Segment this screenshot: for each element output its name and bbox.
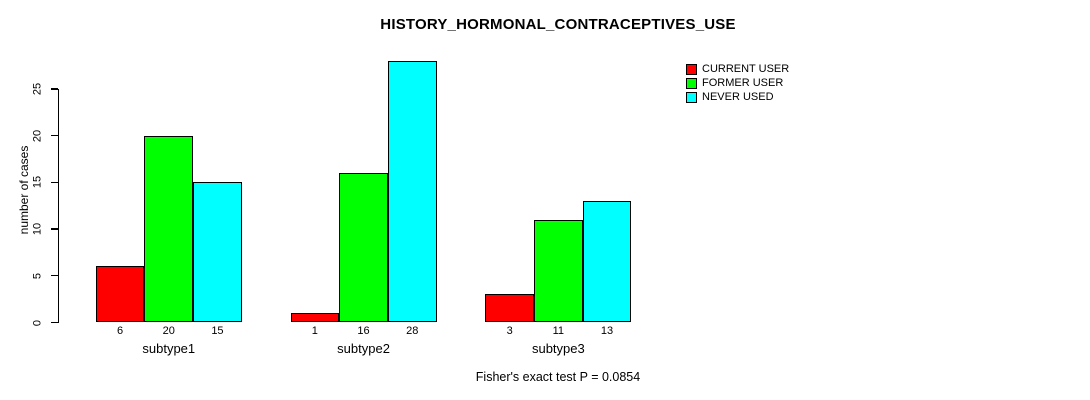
y-axis-tick-label: 20 (31, 129, 44, 142)
legend-item: FORMER USER (686, 77, 789, 91)
bar-value-label: 16 (357, 325, 370, 337)
y-axis-tick-label: 10 (31, 222, 44, 236)
y-axis-tick-label: 5 (31, 272, 44, 279)
y-axis-tick (50, 228, 58, 230)
y-axis-line (57, 89, 59, 323)
bar-subtype2-never-used (387, 60, 437, 323)
y-axis-tick (50, 275, 58, 277)
bar-subtype1-current-user (95, 266, 145, 323)
bar-subtype2-former-user (339, 173, 388, 323)
legend-swatch-former-user (686, 78, 697, 90)
y-axis-tick-label: 15 (31, 176, 44, 189)
bar-subtype1-never-used (193, 182, 242, 323)
y-axis-tick (50, 88, 58, 90)
bar-value-label: 20 (162, 325, 175, 337)
bar-subtype3-former-user (534, 219, 583, 323)
bar-value-label: 1 (311, 325, 318, 337)
legend-label: NEVER USED (702, 90, 774, 103)
bar-value-label: 15 (211, 325, 224, 337)
chart-title: HISTORY_HORMONAL_CONTRACEPTIVES_USE (380, 16, 736, 33)
legend-label: FORMER USER (702, 77, 784, 90)
legend-swatch-current-user (686, 64, 697, 76)
y-axis-tick (50, 135, 58, 137)
y-axis-tick (50, 181, 58, 184)
caption-fishers-test: Fisher's exact test P = 0.0854 (475, 370, 641, 384)
bar-value-label: 13 (600, 325, 614, 337)
legend-label: CURRENT USER (702, 63, 790, 76)
y-axis-tick-label: 25 (31, 82, 44, 96)
y-axis-tick (50, 321, 58, 324)
y-axis-tick-label: 0 (31, 319, 44, 326)
x-axis-category-label: subtype3 (531, 341, 585, 356)
bar-subtype3-current-user (485, 294, 534, 323)
bar-value-label: 3 (506, 325, 513, 337)
legend-item: CURRENT USER (686, 63, 789, 77)
bar-value-label: 11 (552, 325, 565, 337)
legend-swatch-never-used (686, 91, 697, 103)
legend-item: NEVER USED (686, 90, 789, 104)
bar-value-label: 6 (116, 325, 124, 337)
legend: CURRENT USER FORMER USER NEVER USED (686, 63, 789, 104)
x-axis-category-label: subtype2 (337, 341, 390, 356)
x-axis-category-label: subtype1 (142, 341, 196, 356)
bar-value-label: 28 (406, 325, 419, 337)
bar-subtype1-former-user (144, 135, 194, 323)
bar-subtype3-never-used (582, 201, 632, 323)
bar-subtype2-current-user (290, 313, 340, 323)
